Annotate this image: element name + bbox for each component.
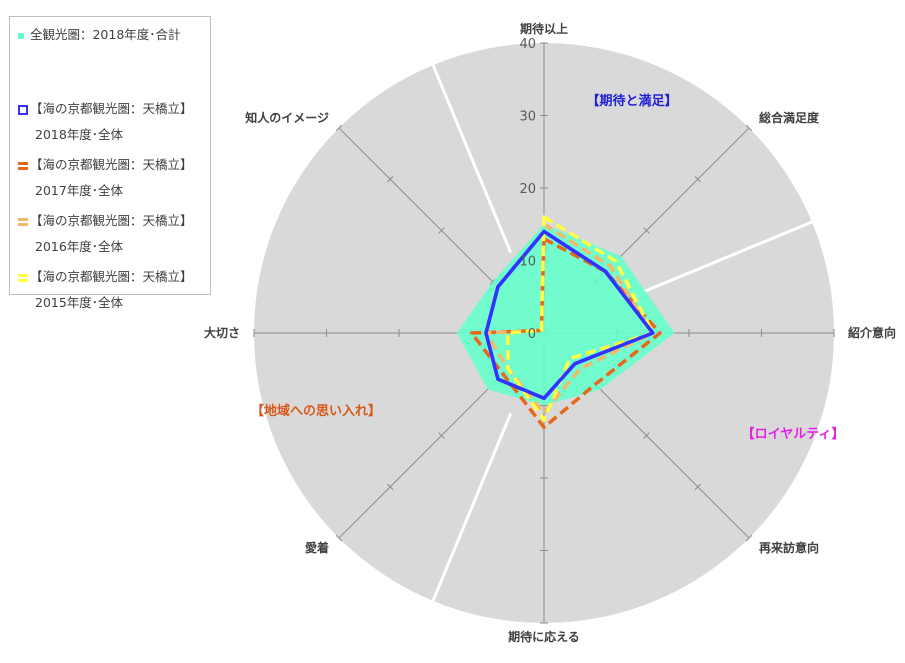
legend-swatch-dash (18, 217, 28, 226)
chart-legend: 全観光圏：2018年度･合計 【海の京都観光圏：天橋立】 2018年度･全体 【… (9, 16, 211, 310)
legend-label: 【海の京都観光圏：天橋立】 (30, 157, 193, 172)
legend-label-line2: 2017年度･全体 (35, 183, 124, 198)
tick-label: 20 (519, 182, 536, 197)
axis-tick (643, 432, 650, 439)
series-line (484, 222, 655, 415)
group-label: 【ロイヤルティ】 (742, 426, 845, 442)
legend-item-series-1: 【海の京都観光圏：天橋立】 (18, 95, 193, 123)
axis-label: 知人のイメージ (244, 110, 329, 125)
group-separator (431, 412, 513, 602)
tick-label: 10 (519, 255, 536, 270)
legend-label-line2: 2018年度･全体 (35, 127, 124, 142)
legend-label: 【海の京都観光圏：天橋立】 (30, 213, 193, 228)
legend-label: 【海の京都観光圏：天橋立】 (30, 101, 193, 116)
group-separator (431, 64, 513, 254)
legend-item-series-2: 【海の京都観光圏：天橋立】 (18, 151, 193, 179)
group-separator (623, 220, 813, 302)
axis-label: 再来訪意向 (759, 540, 819, 555)
legend-swatch-solid (18, 104, 28, 115)
axis-label: 期待に応える (508, 629, 580, 644)
series-line (484, 229, 655, 401)
axis-label: 紹介意向 (848, 325, 896, 340)
axis-tick (745, 534, 753, 542)
legend-label: 全観光圏：2018年度･合計 (29, 27, 181, 42)
axis-tick (643, 227, 650, 234)
legend-swatch-dash (18, 273, 28, 282)
axis-tick (694, 176, 701, 183)
axis-tick (387, 176, 394, 183)
legend-swatch-dash (18, 161, 28, 170)
axis-tick (387, 483, 394, 490)
series-line (506, 215, 655, 422)
legend-item-series-0: 全観光圏：2018年度･合計 (18, 21, 181, 49)
group-label: 【期待と満足】 (586, 93, 677, 109)
axis-tick (745, 124, 753, 132)
axis-tick (438, 227, 445, 234)
legend-item-series-4: 【海の京都観光圏：天橋立】 (18, 263, 193, 291)
legend-label-line2: 2015年度･全体 (35, 295, 124, 310)
legend-label: 【海の京都観光圏：天橋立】 (30, 269, 193, 284)
axis-label: 総合満足度 (759, 110, 820, 125)
tick-label: 30 (519, 110, 536, 125)
axis-tick (438, 432, 445, 439)
legend-label-line2: 2016年度･全体 (35, 239, 124, 254)
axis-tick (694, 483, 701, 490)
legend-swatch-area (18, 32, 24, 39)
axis-label: 大切さ (204, 325, 240, 340)
group-label: 【地域への思い入れ】 (251, 403, 381, 419)
axis-label: 期待以上 (520, 21, 568, 36)
axis-tick (335, 124, 343, 132)
tick-label: 40 (519, 37, 536, 52)
axis-tick (335, 534, 343, 542)
axis-label: 愛着 (305, 540, 329, 555)
tick-label: 0 (528, 327, 536, 342)
legend-item-series-3: 【海の京都観光圏：天橋立】 (18, 207, 193, 235)
